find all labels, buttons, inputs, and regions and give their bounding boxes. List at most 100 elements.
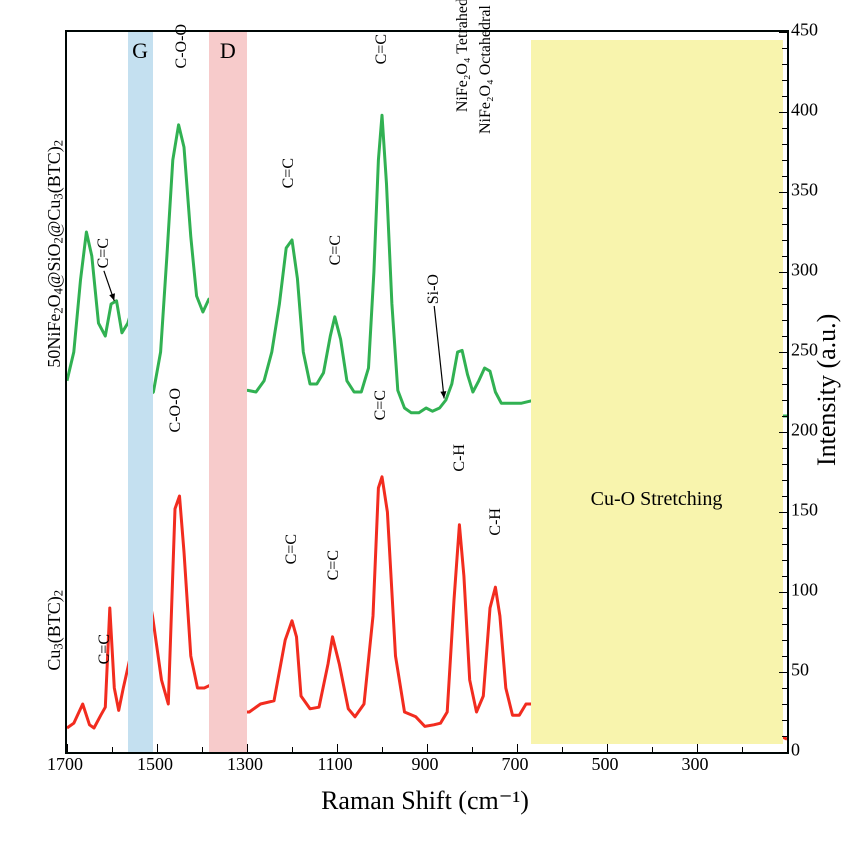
band-label-G: G — [128, 38, 153, 64]
ytick-minor — [782, 304, 787, 305]
ytick-minor — [782, 736, 787, 737]
xtick-label: 1300 — [227, 754, 263, 775]
xtick — [157, 744, 158, 752]
peak-label-5: C-H — [451, 444, 469, 472]
xtick — [607, 744, 608, 752]
xtick-label: 500 — [592, 754, 619, 775]
ytick-minor — [782, 560, 787, 561]
ytick-minor — [782, 240, 787, 241]
xtick — [427, 744, 428, 752]
peak-label-8: C-O-O — [173, 24, 191, 68]
ytick-minor — [782, 128, 787, 129]
xtick — [697, 744, 698, 752]
ytick — [779, 432, 787, 433]
plot-area: G D Cu-O Stretching C=C C-O-O C=C C=C C=C C-H C-… — [65, 30, 789, 754]
arrow-line — [434, 306, 444, 398]
ytick-minor — [782, 544, 787, 545]
peak-label-10: C=C — [327, 235, 345, 265]
peak-label-2: C=C — [283, 534, 301, 564]
xtick — [67, 744, 68, 752]
peak-label-1: C-O-O — [167, 388, 185, 432]
xtick-label: 900 — [412, 754, 439, 775]
xtick-minor — [787, 747, 788, 752]
ytick — [779, 592, 787, 593]
ytick — [779, 272, 787, 273]
xtick-minor — [652, 747, 653, 752]
peak-label-6: C-H — [487, 508, 505, 536]
ytick-minor — [782, 688, 787, 689]
ytick — [779, 112, 787, 113]
ytick-minor — [782, 464, 787, 465]
xtick-minor — [112, 747, 113, 752]
ytick-minor — [782, 624, 787, 625]
ytick-minor — [782, 704, 787, 705]
xtick-minor — [202, 747, 203, 752]
ytick — [779, 512, 787, 513]
xtick — [247, 744, 248, 752]
ytick-minor — [782, 528, 787, 529]
ytick-minor — [782, 144, 787, 145]
ytick-minor — [782, 656, 787, 657]
xtick-label: 1100 — [317, 754, 352, 775]
ytick — [779, 672, 787, 673]
ytick-minor — [782, 176, 787, 177]
band-CuO — [531, 40, 783, 744]
ytick-minor — [782, 160, 787, 161]
ytick-label: 50 — [791, 660, 809, 681]
peak-label-3: C=C — [325, 550, 343, 580]
figure-frame: G D Cu-O Stretching C=C C-O-O C=C C=C C=C C-H C-… — [0, 0, 850, 850]
ytick-minor — [782, 320, 787, 321]
xtick-label: 1700 — [47, 754, 83, 775]
band-G — [128, 32, 153, 752]
xtick-minor — [742, 747, 743, 752]
xtick-label: 300 — [682, 754, 709, 775]
peak-label-11: C=C — [373, 34, 391, 64]
ytick-minor — [782, 64, 787, 65]
ytick-minor — [782, 48, 787, 49]
ytick-minor — [782, 720, 787, 721]
ytick-minor — [782, 384, 787, 385]
ytick-minor — [782, 496, 787, 497]
series-label-bottom: Cu3(BTC)2 — [44, 590, 67, 671]
xtick — [337, 744, 338, 752]
peak-label-14: NiFe₂O₄ Octahedral Sites — [477, 0, 495, 134]
region-label-cuo: Cu-O Stretching — [531, 488, 783, 511]
ytick-minor — [782, 96, 787, 97]
ytick-minor — [782, 608, 787, 609]
ytick — [779, 32, 787, 33]
y-axis-label: Intensity (a.u.) — [812, 30, 842, 750]
ytick-minor — [782, 336, 787, 337]
ytick-minor — [782, 80, 787, 81]
xtick-minor — [472, 747, 473, 752]
xtick — [517, 744, 518, 752]
ytick-minor — [782, 256, 787, 257]
peak-label-9: C=C — [280, 158, 298, 188]
peak-label-0: C=C — [96, 634, 114, 664]
arrow-head — [109, 293, 115, 301]
x-axis-label: Raman Shift (cm⁻¹) — [65, 786, 785, 816]
ytick-minor — [782, 416, 787, 417]
xtick-minor — [292, 747, 293, 752]
ytick-minor — [782, 208, 787, 209]
ytick-label: 0 — [791, 740, 800, 761]
ytick-minor — [782, 640, 787, 641]
ytick-minor — [782, 400, 787, 401]
peak-label-12: Si-O — [425, 274, 443, 304]
ytick — [779, 352, 787, 353]
xtick-minor — [382, 747, 383, 752]
ytick-minor — [782, 448, 787, 449]
ytick-minor — [782, 224, 787, 225]
ytick-minor — [782, 368, 787, 369]
xtick-label: 700 — [502, 754, 529, 775]
peak-label-4: C=C — [372, 390, 390, 420]
band-D — [209, 32, 247, 752]
xtick-label: 1500 — [137, 754, 173, 775]
ytick — [779, 192, 787, 193]
ytick — [779, 752, 787, 753]
peak-label-7: C=C — [95, 238, 113, 268]
xtick-minor — [562, 747, 563, 752]
ytick-minor — [782, 288, 787, 289]
peak-label-13: NiFe₂O₄ Tetrahedral Sites — [454, 0, 472, 112]
ytick-minor — [782, 480, 787, 481]
band-label-D: D — [209, 38, 247, 64]
